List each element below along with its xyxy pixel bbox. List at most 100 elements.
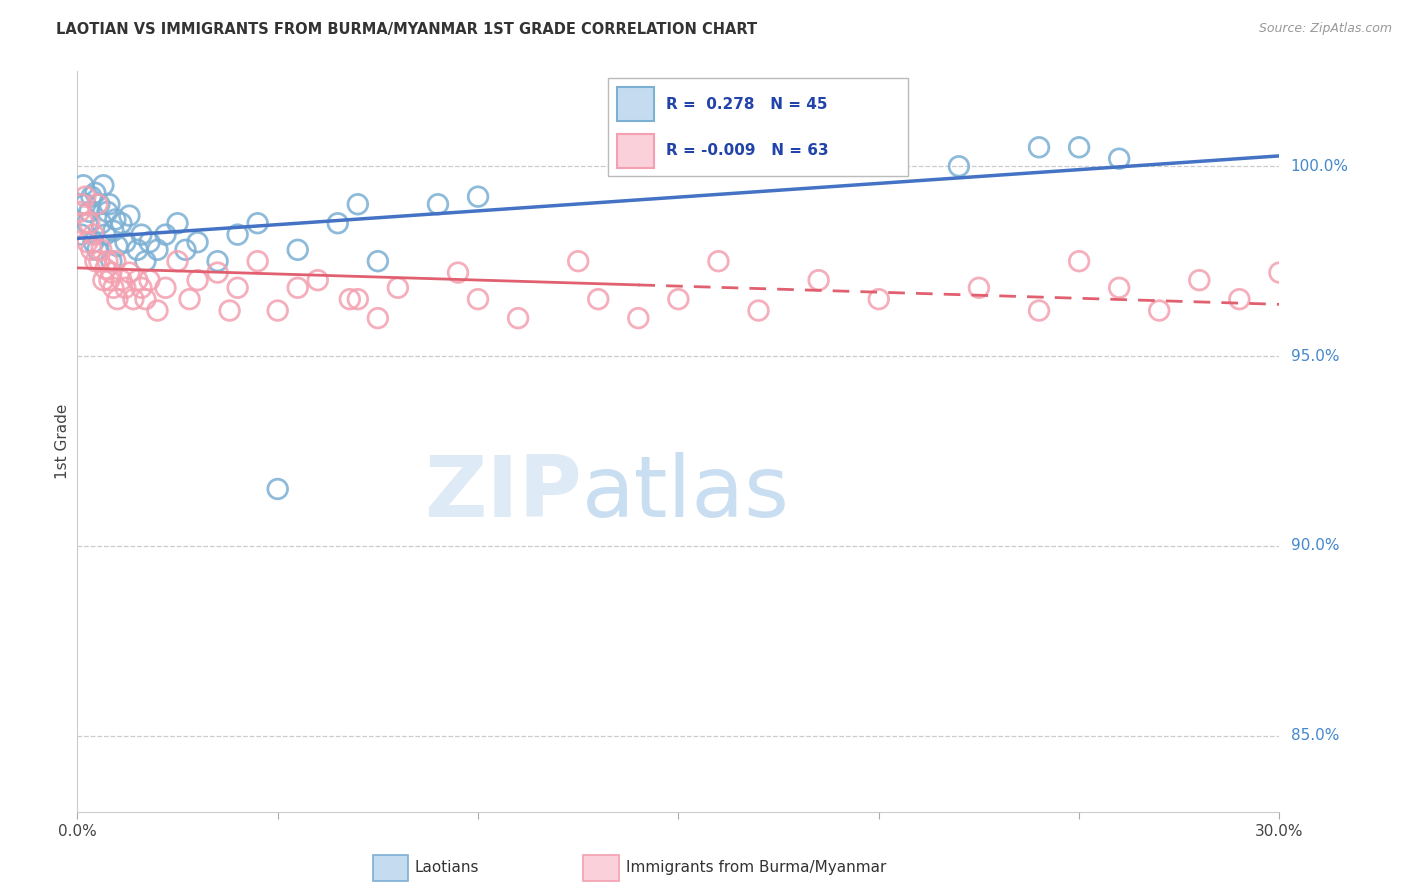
Point (166, 254, 188, 268)
Point (118, 209, 141, 223)
Point (707, 254, 730, 268)
Point (100, 254, 122, 268)
Point (80, 243, 103, 257)
Point (131, 227, 153, 242)
Point (508, 311, 530, 326)
Point (1108, 281, 1130, 295)
Text: Immigrants from Burma/Myanmar: Immigrants from Burma/Myanmar (626, 861, 886, 875)
Point (567, 254, 589, 268)
Text: 85.0%: 85.0% (1291, 728, 1339, 743)
Point (86, 243, 108, 257)
Point (110, 273, 132, 287)
Point (89, 254, 111, 268)
Point (166, 216, 188, 230)
Point (427, 197, 450, 211)
Point (326, 216, 349, 230)
FancyBboxPatch shape (617, 135, 654, 168)
Text: 100.0%: 100.0% (1291, 159, 1348, 174)
Point (1028, 303, 1050, 318)
Point (174, 243, 197, 257)
Point (79, 204, 101, 219)
Point (226, 227, 249, 242)
Point (138, 235, 160, 250)
Point (146, 243, 169, 257)
Point (287, 281, 309, 295)
Point (1149, 303, 1171, 318)
Point (948, 159, 970, 173)
Text: 90.0%: 90.0% (1291, 539, 1339, 553)
Point (387, 281, 409, 295)
Point (1188, 273, 1211, 287)
Point (155, 227, 177, 242)
Point (86, 197, 108, 211)
Point (96, 204, 118, 219)
Point (467, 189, 489, 203)
Point (89, 197, 111, 211)
Point (70, 227, 93, 242)
Point (807, 273, 830, 287)
Point (67, 204, 90, 219)
Point (339, 292, 361, 306)
Point (114, 235, 136, 250)
Point (118, 266, 141, 280)
Point (100, 266, 122, 280)
Point (114, 281, 136, 295)
Point (96, 254, 118, 268)
Point (94, 227, 117, 242)
Point (93, 178, 115, 193)
Point (134, 254, 156, 268)
Text: atlas: atlas (582, 452, 790, 535)
Point (668, 292, 690, 306)
Point (246, 254, 269, 268)
Point (346, 197, 368, 211)
Point (72, 216, 94, 230)
Point (218, 303, 240, 318)
Point (155, 281, 177, 295)
Point (103, 281, 125, 295)
Point (246, 216, 269, 230)
Point (267, 482, 290, 496)
Text: ZIP: ZIP (425, 452, 582, 535)
Point (110, 216, 132, 230)
Point (588, 292, 610, 306)
Point (226, 281, 249, 295)
Point (868, 292, 890, 306)
Text: Laotians: Laotians (415, 861, 479, 875)
Point (1028, 140, 1050, 154)
Point (367, 254, 389, 268)
Point (82, 227, 104, 242)
Y-axis label: 1st Grade: 1st Grade (55, 404, 70, 479)
Point (207, 266, 229, 280)
Point (1069, 254, 1091, 268)
Text: LAOTIAN VS IMMIGRANTS FROM BURMA/MYANMAR 1ST GRADE CORRELATION CHART: LAOTIAN VS IMMIGRANTS FROM BURMA/MYANMAR… (56, 22, 758, 37)
Point (82, 235, 104, 250)
Point (134, 292, 156, 306)
Point (367, 311, 389, 326)
Point (84, 254, 107, 268)
Text: R = -0.009   N = 63: R = -0.009 N = 63 (666, 144, 830, 158)
Point (287, 243, 309, 257)
Point (104, 212, 127, 227)
Point (80, 189, 103, 203)
Point (94, 261, 117, 276)
Point (72, 178, 94, 193)
Point (76, 235, 98, 250)
Point (122, 292, 145, 306)
Point (127, 243, 149, 257)
Point (79, 216, 101, 230)
Point (104, 254, 127, 268)
Point (186, 235, 209, 250)
Point (127, 273, 149, 287)
Point (267, 303, 290, 318)
Text: R =  0.278   N = 45: R = 0.278 N = 45 (666, 96, 828, 112)
Point (1268, 266, 1291, 280)
Point (107, 239, 129, 253)
Point (346, 292, 368, 306)
Point (84, 186, 107, 200)
Text: 95.0%: 95.0% (1291, 349, 1339, 364)
Point (98, 273, 121, 287)
Point (90, 243, 112, 257)
Point (76, 216, 98, 230)
Text: Source: ZipAtlas.com: Source: ZipAtlas.com (1258, 22, 1392, 36)
Point (75, 189, 97, 203)
